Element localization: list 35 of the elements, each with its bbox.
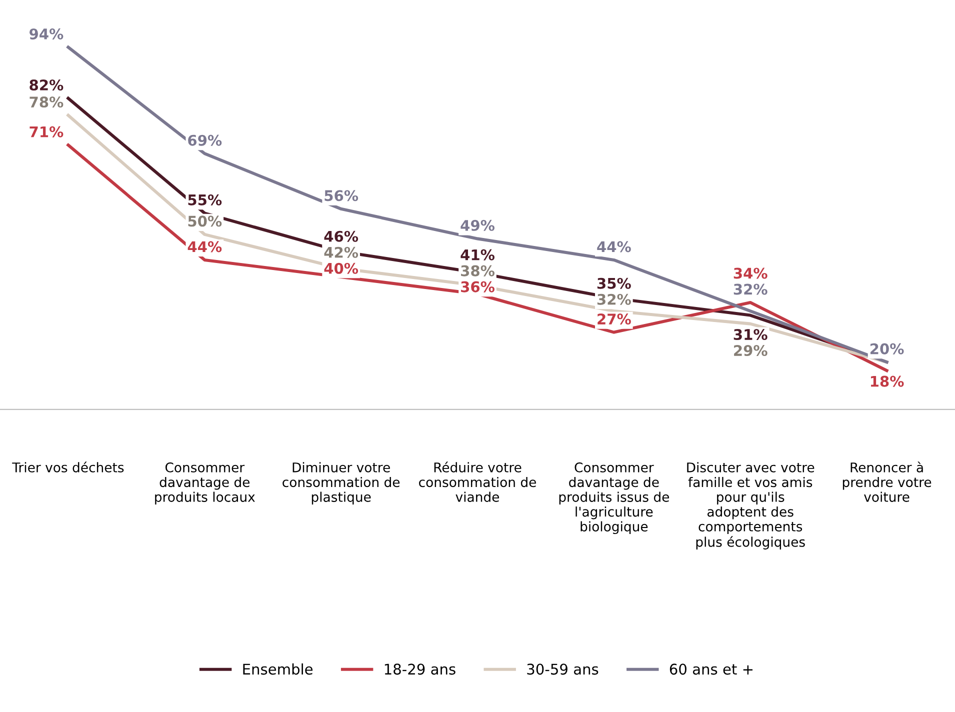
data-label: 32%: [597, 294, 631, 305]
data-label: 71%: [30, 126, 64, 138]
legend-label: 18-29 ans: [384, 664, 456, 675]
data-label: 32%: [734, 284, 768, 295]
data-label: 69%: [188, 134, 222, 146]
data-label: 94%: [30, 28, 64, 40]
data-label: 18%: [870, 376, 904, 387]
x-tick-label: Consommer davantage de produits issus de l'agriculture biologique: [559, 462, 670, 534]
x-tick-label: Trier vos déchets: [12, 462, 124, 472]
data-label: 42%: [324, 246, 358, 258]
data-label: 49%: [460, 220, 494, 231]
data-label: 82%: [30, 79, 64, 91]
legend-label: 60 ans et +: [670, 664, 752, 675]
data-label: 46%: [324, 230, 358, 242]
legend-label: 30-59 ans: [527, 664, 598, 675]
data-label: 44%: [188, 241, 222, 252]
x-tick-label: Diminuer votre consommation de plastique: [282, 462, 400, 504]
data-label: 78%: [30, 96, 64, 108]
x-tick-label: Réduire votre consommation de viande: [419, 462, 536, 502]
data-label: 41%: [460, 249, 494, 260]
data-label: 55%: [188, 194, 222, 206]
data-label: 36%: [461, 281, 494, 292]
x-tick-label: Consommer davantage de produits locaux: [155, 462, 255, 504]
data-label: 35%: [597, 278, 631, 289]
data-label: 31%: [734, 328, 768, 340]
data-label: 29%: [734, 344, 768, 356]
x-tick-label: Discuter avec votre famille et vos amis pour qu'ils adoptent des comportements plus écologiques: [687, 462, 814, 550]
data-label: 20%: [870, 343, 904, 354]
data-label: 44%: [597, 241, 631, 252]
data-label: 34%: [734, 268, 768, 279]
data-label: 50%: [188, 216, 222, 227]
data-label: 56%: [324, 190, 358, 202]
legend-label: Ensemble: [243, 663, 313, 675]
data-label: 27%: [598, 314, 631, 325]
x-tick-label: Renoncer à prendre votre voiture: [842, 462, 932, 502]
